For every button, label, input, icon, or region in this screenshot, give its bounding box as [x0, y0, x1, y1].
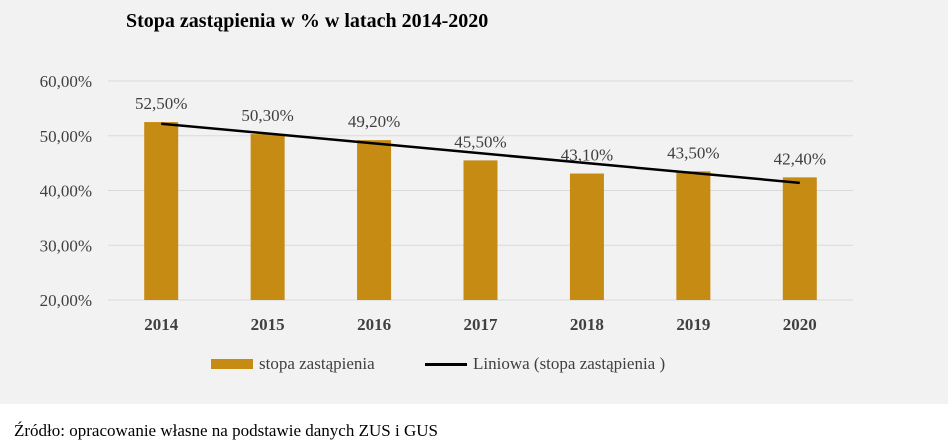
legend: stopa zastąpienia Liniowa (stopa zastąpi…	[0, 352, 948, 376]
chart-title: Stopa zastąpienia w % w latach 2014-2020	[126, 10, 489, 32]
data-label: 43,50%	[667, 143, 719, 162]
legend-label-bar: stopa zastąpienia	[259, 354, 375, 373]
data-label: 45,50%	[454, 132, 506, 151]
data-label: 49,20%	[348, 112, 400, 131]
chart-plot: 20,00% 30,00% 40,00% 50,00% 60,00% 52,50% 2014…	[40, 72, 853, 334]
x-tick-label: 2016	[357, 315, 391, 334]
x-tick-label: 2017	[464, 315, 499, 334]
bar	[782, 177, 817, 300]
chart-panel: Stopa zastąpienia w % w latach 2014-2020…	[0, 0, 948, 404]
data-label: 42,40%	[774, 149, 826, 168]
y-tick-label: 40,00%	[40, 182, 92, 201]
x-tick-label: 2014	[144, 315, 179, 334]
y-tick-label: 30,00%	[40, 236, 92, 255]
y-tick-label: 60,00%	[40, 72, 92, 91]
legend-item-trendline: Liniowa (stopa zastąpienia )	[425, 352, 665, 376]
bar	[569, 173, 604, 300]
bar	[144, 122, 179, 300]
y-tick-label: 50,00%	[40, 127, 92, 146]
x-tick-label: 2018	[570, 315, 604, 334]
x-tick-label: 2019	[676, 315, 710, 334]
y-tick-label: 20,00%	[40, 291, 92, 310]
data-label: 52,50%	[135, 94, 187, 113]
legend-label-trendline: Liniowa (stopa zastąpienia )	[473, 354, 666, 373]
bar	[250, 134, 285, 300]
bar	[463, 160, 498, 300]
bar	[676, 171, 711, 300]
source-note: Źródło: opracowanie własne na podstawie …	[14, 421, 438, 440]
bar	[357, 140, 392, 300]
legend-swatch-trendline	[425, 362, 467, 366]
data-label: 50,30%	[241, 106, 293, 125]
data-label: 43,10%	[561, 146, 613, 165]
legend-item-bar: stopa zastąpienia	[211, 352, 375, 376]
x-tick-label: 2020	[783, 315, 817, 334]
x-tick-label: 2015	[251, 315, 285, 334]
legend-swatch-bar	[211, 359, 253, 369]
trendline	[161, 122, 800, 185]
